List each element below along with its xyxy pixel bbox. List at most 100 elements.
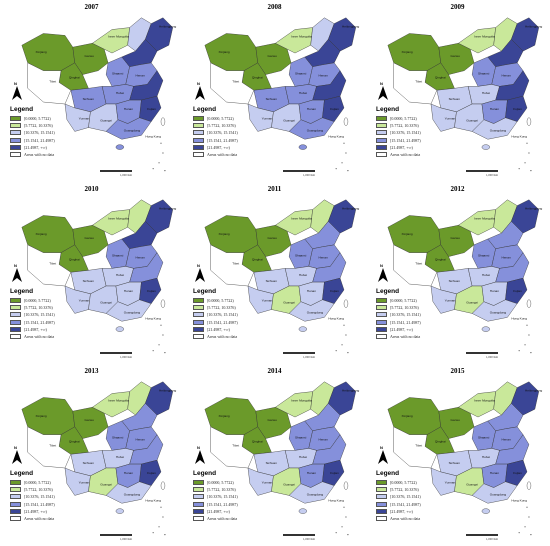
legend-label: Areas with no data <box>24 334 55 340</box>
province-label: Hong Kong <box>511 134 527 138</box>
legend-title: Legend <box>10 470 34 477</box>
legend-swatch <box>376 305 387 311</box>
legend-label: [10.3376, 15.1541) <box>207 494 238 500</box>
map-panel-2011: 2011 Xinjiang Tibet Qinghai Gansu Inner Mongo… <box>183 182 366 364</box>
map-legend: Legend [0.0000, 5.7722) [5.7722, 10.3376)[… <box>193 288 303 340</box>
scale-label: 1,000 Km <box>303 355 315 359</box>
legend-swatch <box>10 487 21 493</box>
province-label: Inner Mongolia <box>108 398 129 402</box>
north-label: N <box>380 81 383 86</box>
legend-item: [0.0000, 5.7722) <box>10 115 120 122</box>
province-label: Shaanxi <box>112 436 124 440</box>
province-label: Yunnan <box>445 299 456 303</box>
legend-swatch <box>376 326 387 332</box>
legend-swatch <box>376 516 387 522</box>
north-arrow-icon <box>12 450 22 464</box>
province-label: Yunnan <box>79 117 90 121</box>
province-region-17 <box>471 117 518 140</box>
province-label: Hubei <box>482 455 490 459</box>
north-label: N <box>14 81 17 86</box>
map-legend: Legend [0.0000, 5.7722) [5.7722, 10.3376)[… <box>10 106 120 158</box>
legend-swatch <box>193 508 204 514</box>
china-map: Xinjiang Tibet Qinghai Gansu Inner Mongolia H… <box>21 381 177 536</box>
province-region-16 <box>322 459 345 486</box>
scale-bar <box>100 352 132 354</box>
province-label: Gansu <box>85 54 94 58</box>
legend-item: [21.4987, +∞) <box>193 508 303 515</box>
scale-label: 1,000 Km <box>486 537 498 541</box>
legend-item: [5.7722, 10.3376) <box>193 486 303 493</box>
sea-island-dot <box>162 152 164 154</box>
province-label: Qinghai <box>435 258 446 262</box>
legend-label: [0.0000, 5.7722) <box>207 116 234 122</box>
legend-item: [5.7722, 10.3376) <box>376 122 486 129</box>
province-label: Yunnan <box>262 481 273 485</box>
sea-island-dot <box>160 506 162 508</box>
china-map: Xinjiang Tibet Qinghai Gansu Inner Mongolia H… <box>204 381 360 536</box>
legend-swatch <box>376 152 387 158</box>
province-label: Yunnan <box>262 117 273 121</box>
legend-swatch <box>376 501 387 507</box>
province-label: Henan <box>136 256 145 260</box>
legend-swatch <box>10 130 21 136</box>
sea-island-dot <box>530 170 532 172</box>
province-label: Inner Mongolia <box>291 34 312 38</box>
province-label: Qinghai <box>435 76 446 80</box>
taiwan-island <box>160 299 166 308</box>
legend-label: [0.0000, 5.7722) <box>207 480 234 486</box>
province-label: Guangdong <box>124 492 141 496</box>
legend-label: [15.1541, 21.4987) <box>207 319 238 325</box>
province-region-17 <box>471 299 518 322</box>
province-label: Henan <box>502 438 511 442</box>
north-label: N <box>380 263 383 268</box>
legend-title: Legend <box>376 288 400 295</box>
sea-island-dot <box>347 352 349 354</box>
north-arrow-shape <box>378 86 388 100</box>
province-label: Xinjiang <box>402 414 413 418</box>
legend-swatch <box>193 305 204 311</box>
scale-label: 1,000 Km <box>120 173 132 177</box>
panel-year-title: 2014 <box>267 367 282 375</box>
province-label: Shaanxi <box>112 254 124 258</box>
province-label: Fujian <box>147 107 156 111</box>
hainan-island <box>481 144 490 150</box>
sea-island-dot <box>530 534 532 536</box>
sea-island-dot <box>347 170 349 172</box>
hainan-island <box>481 508 490 514</box>
legend-item: [5.7722, 10.3376) <box>376 304 486 311</box>
taiwan-island <box>160 117 166 126</box>
legend-item: [0.0000, 5.7722) <box>10 297 120 304</box>
sea-island-dot <box>343 142 345 144</box>
legend-item: [0.0000, 5.7722) <box>10 479 120 486</box>
legend-item: [21.4987, +∞) <box>376 326 486 333</box>
sea-island-dot <box>158 526 160 528</box>
hainan-island <box>298 326 307 332</box>
hainan-island <box>298 144 307 150</box>
legend-item: Areas with no data <box>10 515 120 522</box>
province-label: Guangxi <box>466 483 478 487</box>
sea-island-dot <box>335 168 337 170</box>
north-arrow-icon <box>195 86 205 100</box>
province-label: Hong Kong <box>145 316 161 320</box>
north-arrow-icon <box>378 450 388 464</box>
legend-swatch <box>193 144 204 150</box>
province-label: Guangdong <box>124 310 141 314</box>
scale-label: 1,000 Km <box>486 173 498 177</box>
province-region-17 <box>105 299 152 322</box>
province-label: Guangxi <box>100 119 112 123</box>
legend-label: [15.1541, 21.4987) <box>24 137 55 143</box>
legend-swatch <box>10 137 21 143</box>
legend-item: Areas with no data <box>193 333 303 340</box>
legend-title: Legend <box>193 106 217 113</box>
legend-item: [15.1541, 21.4987) <box>193 501 303 508</box>
province-label: Hunan <box>307 471 316 475</box>
taiwan-island <box>526 481 532 490</box>
province-label: Tibet <box>49 79 56 83</box>
legend-label: [5.7722, 10.3376) <box>207 123 236 129</box>
legend-label: [21.4987, +∞) <box>390 326 413 332</box>
legend-title: Legend <box>10 288 34 295</box>
hainan-island <box>115 508 124 514</box>
legend-item: Areas with no data <box>193 515 303 522</box>
province-label: Guangxi <box>100 301 112 305</box>
province-label: Hong Kong <box>145 134 161 138</box>
